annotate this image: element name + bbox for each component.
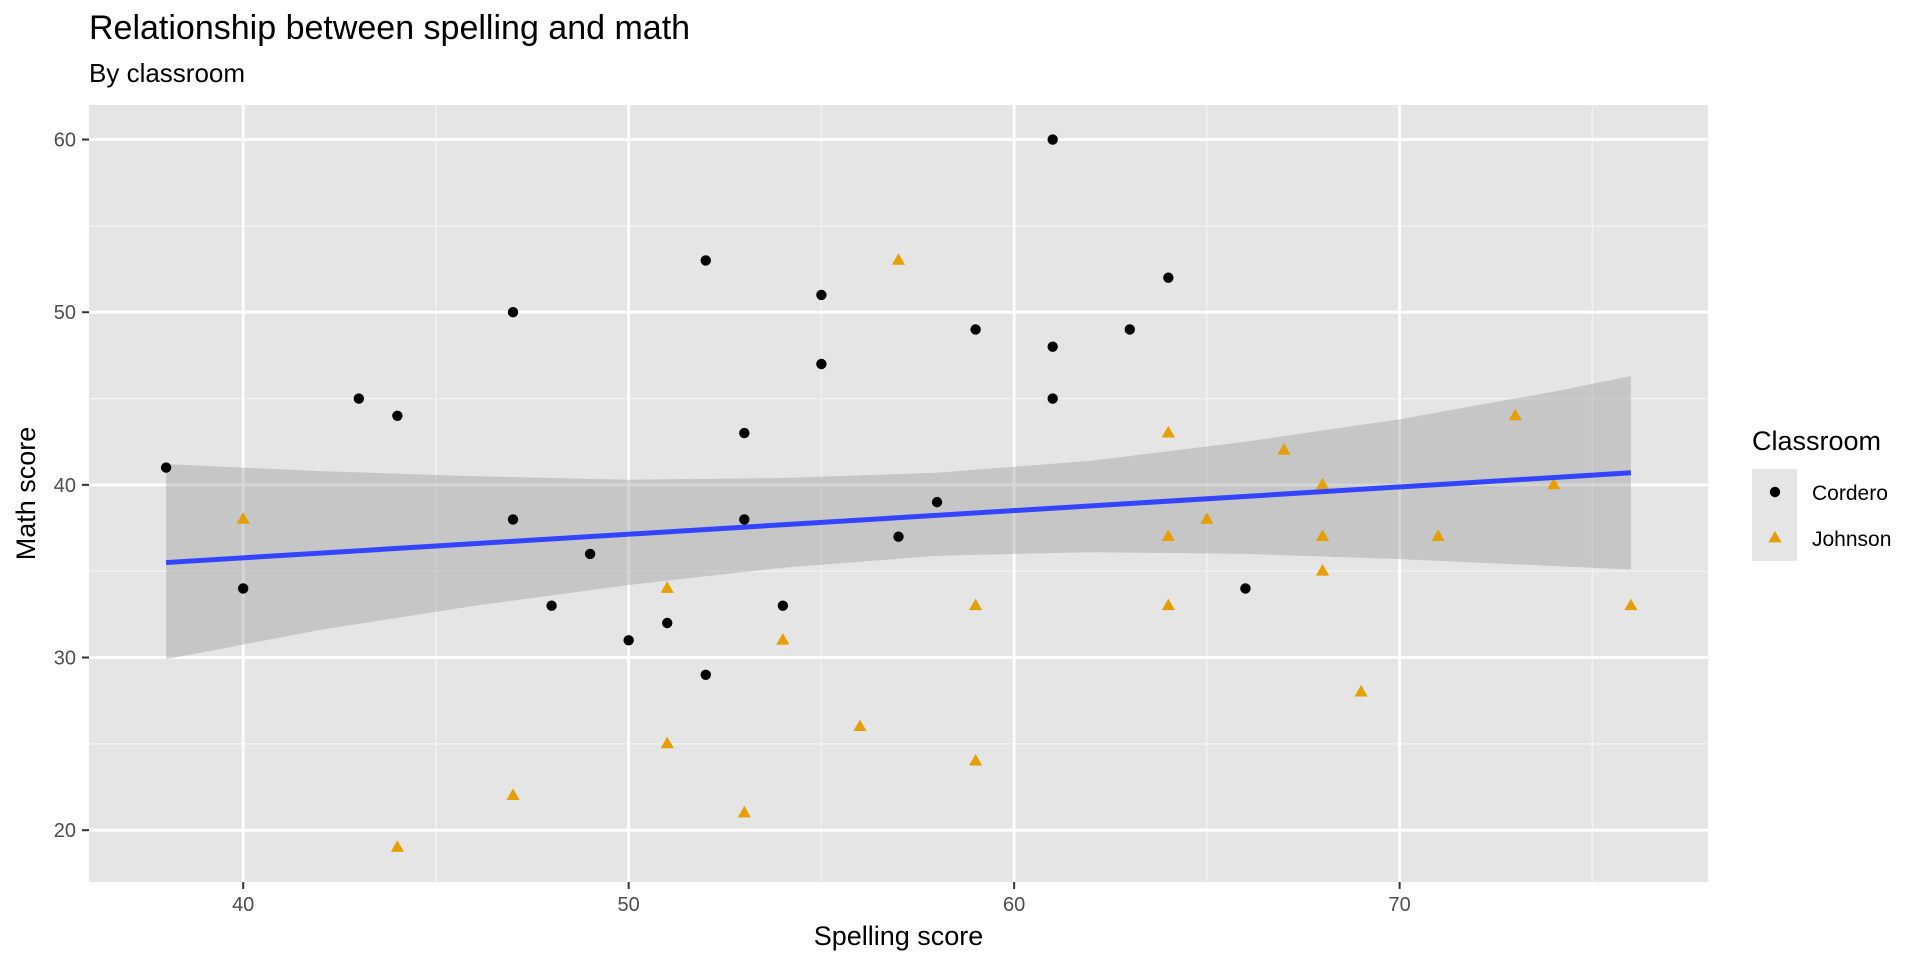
point-cordero <box>931 496 943 508</box>
point-cordero <box>1047 393 1058 404</box>
y-tick-label: 50 <box>54 302 76 324</box>
point-johnson <box>390 840 404 852</box>
point-johnson <box>1277 443 1291 455</box>
point-cordero <box>546 600 557 611</box>
point-cordero <box>353 393 365 404</box>
point-johnson <box>968 598 983 611</box>
legend-key-cordero <box>1769 486 1781 498</box>
point-cordero <box>700 669 711 680</box>
point-johnson <box>1200 512 1214 524</box>
point-johnson <box>891 253 906 265</box>
point-johnson <box>660 736 674 749</box>
y-tick-label: 30 <box>54 648 76 670</box>
point-cordero <box>700 255 711 266</box>
point-johnson <box>1315 529 1330 542</box>
point-cordero <box>893 531 904 542</box>
legend-key-background <box>1752 469 1797 561</box>
point-johnson <box>1161 425 1175 438</box>
point-cordero <box>777 600 789 611</box>
x-tick-label: 40 <box>232 894 254 916</box>
point-johnson <box>660 581 674 593</box>
legend-key-johnson <box>1768 530 1782 543</box>
point-cordero <box>816 289 827 301</box>
point-johnson <box>1161 598 1175 611</box>
points-layer <box>160 134 1638 852</box>
point-cordero <box>739 427 750 439</box>
point-johnson <box>737 805 751 818</box>
y-tick-label: 60 <box>54 130 76 152</box>
legend-title: Classroom <box>1752 426 1881 456</box>
y-axis-title: Math score <box>11 427 41 561</box>
y-tick-label: 20 <box>54 820 76 842</box>
chart-subtitle: By classroom <box>89 58 245 88</box>
point-cordero <box>237 583 249 594</box>
point-cordero <box>1047 134 1058 145</box>
fit-line-layer <box>165 470 1632 566</box>
y-axis: 20 30 40 50 60 <box>54 130 89 842</box>
point-johnson <box>1354 684 1368 697</box>
point-cordero <box>1124 324 1135 335</box>
point-cordero <box>584 548 596 560</box>
grid-major <box>89 105 1708 882</box>
x-tick-label: 50 <box>618 894 640 916</box>
legend-label-cordero: Cordero <box>1812 482 1888 505</box>
point-cordero <box>1240 583 1251 594</box>
legend-label-johnson: Johnson <box>1812 528 1891 551</box>
point-cordero <box>816 358 827 370</box>
grid-minor <box>89 105 1708 882</box>
point-johnson <box>1547 477 1561 490</box>
point-johnson <box>1315 564 1330 576</box>
point-cordero <box>970 324 981 335</box>
point-cordero <box>1163 272 1174 283</box>
point-johnson <box>1161 529 1175 542</box>
point-johnson <box>506 788 520 801</box>
point-cordero <box>392 410 403 421</box>
point-johnson <box>1624 598 1638 611</box>
point-cordero <box>662 617 673 629</box>
x-tick-label: 70 <box>1388 894 1410 916</box>
plot-panel <box>89 105 1708 882</box>
point-johnson <box>853 719 867 731</box>
point-johnson <box>1508 408 1522 421</box>
point-johnson <box>236 512 250 524</box>
legend: Classroom Cordero Johnson <box>1752 426 1891 561</box>
regression-line <box>165 470 1632 566</box>
point-cordero <box>160 462 172 473</box>
point-cordero <box>507 307 519 318</box>
point-johnson <box>1315 477 1330 490</box>
point-cordero <box>623 635 634 646</box>
y-tick-label: 40 <box>54 475 76 497</box>
x-tick-label: 60 <box>1003 894 1025 916</box>
point-cordero <box>1047 341 1058 352</box>
point-johnson <box>1431 529 1445 542</box>
point-cordero <box>507 514 519 525</box>
chart-title: Relationship between spelling and math <box>89 9 690 47</box>
point-johnson <box>968 753 983 766</box>
point-cordero <box>739 514 750 525</box>
x-axis: 40 50 60 70 <box>232 882 1411 916</box>
x-axis-title: Spelling score <box>814 921 984 951</box>
point-johnson <box>776 633 790 645</box>
